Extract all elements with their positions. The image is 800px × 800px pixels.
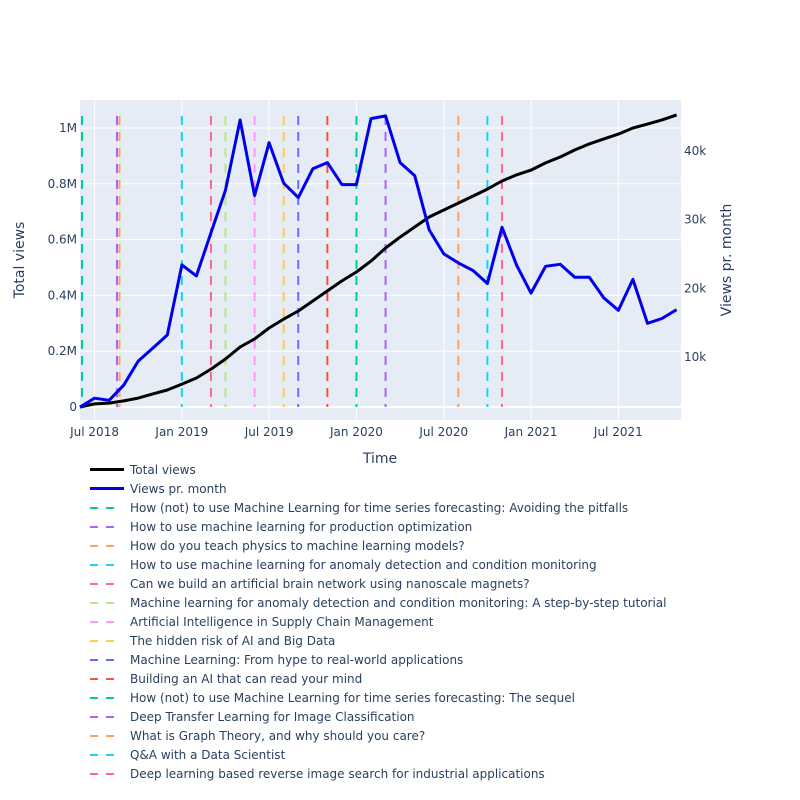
legend-item[interactable]: Deep learning based reverse image search… [90,764,667,783]
legend-swatch-icon [90,677,124,680]
x-tick-label: Jul 2018 [69,425,119,439]
legend: Total views Views pr. month How (not) to u… [90,460,667,783]
y-tick-label: 0.6M [48,233,77,247]
series-line [79,113,678,409]
legend-label: Can we build an artificial brain network… [130,576,530,591]
legend-label: Views pr. month [130,481,227,496]
x-tick-label: Jan 2020 [329,425,383,439]
x-tick-label: Jul 2020 [418,425,468,439]
legend-swatch-icon [90,658,124,661]
legend-label: Deep learning based reverse image search… [130,766,545,781]
legend-swatch-icon [90,620,124,623]
legend-swatch-icon [90,525,124,528]
y2-tick-label: 20k [684,281,706,295]
legend-label: Deep Transfer Learning for Image Classif… [130,709,415,724]
legend-label: Building an AI that can read your mind [130,671,363,686]
legend-label: How to use machine learning for anomaly … [130,557,597,572]
legend-label: Artificial Intelligence in Supply Chain … [130,614,434,629]
legend-swatch-icon [90,772,124,775]
x-tick-label: Jan 2021 [504,425,558,439]
legend-item[interactable]: Views pr. month [90,479,667,498]
legend-item[interactable]: Machine Learning: From hype to real-worl… [90,650,667,669]
x-axis-title: Time [362,451,397,467]
legend-item[interactable]: Can we build an artificial brain network… [90,574,667,593]
legend-swatch-icon [90,582,124,585]
legend-item[interactable]: Deep Transfer Learning for Image Classif… [90,707,667,726]
legend-item[interactable]: How to use machine learning for producti… [90,517,667,536]
legend-swatch-icon [90,544,124,547]
y2-axis-ticks: 10k 20k 30k 40k [684,144,706,364]
legend-item[interactable]: What is Graph Theory, and why should you… [90,726,667,745]
legend-swatch-icon [90,601,124,604]
y-tick-label: 0 [69,400,77,414]
legend-swatch-icon [90,753,124,756]
legend-swatch-icon [90,639,124,642]
legend-swatch-icon [90,696,124,699]
y-axis-title: Total views [12,222,28,300]
legend-item[interactable]: How do you teach physics to machine lear… [90,536,667,555]
legend-swatch-icon [90,734,124,737]
plot-area [80,100,681,420]
legend-item[interactable]: How (not) to use Machine Learning for ti… [90,688,667,707]
data-lines [79,113,678,409]
legend-label: What is Graph Theory, and why should you… [130,728,426,743]
y2-tick-label: 30k [684,213,706,227]
y2-tick-label: 10k [684,350,706,364]
x-tick-label: Jul 2021 [593,425,643,439]
y-axis-ticks: 0 0.2M 0.4M 0.6M 0.8M 1M [48,121,77,414]
legend-label: How (not) to use Machine Learning for ti… [130,500,629,515]
legend-label: How do you teach physics to machine lear… [130,538,465,553]
legend-item[interactable]: Machine learning for anomaly detection a… [90,593,667,612]
legend-item[interactable]: Artificial Intelligence in Supply Chain … [90,612,667,631]
legend-swatch-icon [90,563,124,566]
y-tick-label: 1M [59,121,77,135]
legend-label: Q&A with a Data Scientist [130,747,286,762]
legend-swatch-icon [90,487,124,490]
legend-item[interactable]: The hidden risk of AI and Big Data [90,631,667,650]
y-tick-label: 0.4M [48,288,77,302]
legend-swatch-icon [90,506,124,509]
legend-item[interactable]: How (not) to use Machine Learning for ti… [90,498,667,517]
y-tick-label: 0.8M [48,177,77,191]
legend-item[interactable]: How to use machine learning for anomaly … [90,555,667,574]
legend-item[interactable]: Building an AI that can read your mind [90,669,667,688]
legend-label: Machine Learning: From hype to real-worl… [130,652,464,667]
x-tick-label: Jan 2019 [154,425,208,439]
legend-item[interactable]: Q&A with a Data Scientist [90,745,667,764]
legend-label: The hidden risk of AI and Big Data [130,633,336,648]
x-axis-ticks: Jul 2018 Jan 2019 Jul 2019 Jan 2020 Jul 2020… [69,425,643,439]
legend-swatch-icon [90,468,124,471]
legend-swatch-icon [90,715,124,718]
legend-label: How to use machine learning for producti… [130,519,473,534]
legend-label: How (not) to use Machine Learning for ti… [130,690,575,705]
legend-item[interactable]: Total views [90,460,667,479]
series-line [79,114,678,409]
y2-axis-title: Views pr. month [719,204,735,317]
legend-label: Total views [130,462,196,477]
x-tick-label: Jul 2019 [244,425,294,439]
legend-label: Machine learning for anomaly detection a… [130,595,667,610]
y-tick-label: 0.2M [48,344,77,358]
y2-tick-label: 40k [684,144,706,158]
